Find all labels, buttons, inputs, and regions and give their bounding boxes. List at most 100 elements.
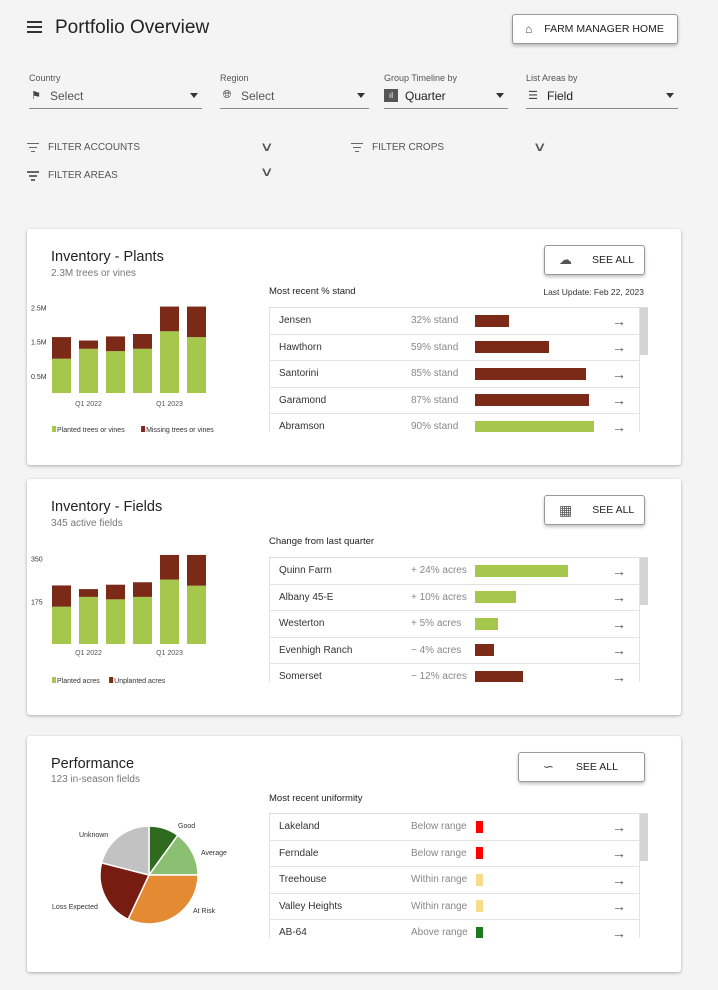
bar-chart-icon: ıl — [384, 89, 398, 102]
list-row[interactable]: Garamond 87% stand → — [269, 387, 640, 414]
arrow-right-icon[interactable]: → — [612, 871, 626, 888]
scrollbar[interactable] — [640, 308, 648, 355]
filter-accounts[interactable]: FILTER ACCOUNTS ∨ — [27, 139, 275, 155]
list-row[interactable]: Valley Heights Within range → — [269, 893, 640, 920]
pie-label: At Risk — [193, 908, 216, 915]
bar-missing — [160, 306, 179, 332]
bar-planted — [79, 596, 98, 644]
list-row[interactable]: Ferndale Below range → — [269, 840, 640, 867]
see-all-label: SEE ALL — [575, 761, 618, 773]
bar-missing — [187, 554, 206, 586]
value-bar — [475, 420, 594, 432]
region-value: Select — [241, 88, 275, 103]
arrow-right-icon[interactable]: → — [612, 898, 626, 915]
region-select[interactable]: Region 🌐︎ Select — [220, 73, 369, 109]
arrow-right-icon[interactable]: → — [612, 845, 626, 862]
value-bar — [475, 644, 494, 657]
row-name: Jensen — [279, 315, 312, 327]
scrollbar[interactable] — [640, 814, 648, 861]
legend-swatch — [141, 426, 146, 432]
arrow-right-icon[interactable]: → — [612, 365, 626, 382]
arrow-right-icon[interactable]: → — [612, 392, 626, 409]
chevron-down-icon[interactable]: ∨ — [260, 163, 275, 179]
chevron-down-icon[interactable]: ∨ — [533, 139, 548, 154]
list-row[interactable]: Lakeland Below range → — [269, 814, 640, 841]
chevron-down-icon[interactable]: ∨ — [260, 139, 275, 154]
list-row[interactable]: AB-64 Above range → — [269, 920, 640, 938]
row-value: 90% stand — [411, 421, 459, 432]
row-name: Valley Heights — [279, 900, 343, 912]
row-value: − 12% acres — [411, 671, 467, 682]
card-title: Inventory - Fields — [51, 499, 163, 515]
status-swatch — [476, 900, 483, 913]
see-all-fields-button[interactable]: ▦ SEE ALL — [544, 495, 645, 525]
bar-missing — [106, 584, 125, 600]
list-row[interactable]: Evenhigh Ranch − 4% acres → — [269, 637, 640, 664]
card-title: Inventory - Plants — [51, 249, 164, 265]
country-label: Country — [29, 73, 61, 83]
list-row[interactable]: Hawthorn 59% stand → — [269, 334, 640, 361]
arrow-right-icon[interactable]: → — [612, 312, 626, 329]
x-tick-label: Q1 2022 — [75, 650, 102, 657]
bar-missing — [106, 336, 125, 352]
list-row[interactable]: Santorini 85% stand → — [269, 361, 640, 388]
list-row[interactable]: Treehouse Within range → — [269, 867, 640, 894]
y-tick-label: 175 — [31, 599, 43, 606]
status-swatch — [476, 926, 483, 938]
see-all-performance-button[interactable]: ∽ SEE ALL — [518, 752, 645, 782]
value-bar — [475, 591, 516, 604]
bar-planted — [187, 337, 206, 393]
arrow-right-icon[interactable]: → — [612, 339, 626, 356]
list-areas-select[interactable]: List Areas by ☰ Field — [526, 73, 678, 109]
arrow-right-icon[interactable]: → — [612, 924, 626, 938]
menu-icon[interactable] — [27, 21, 42, 33]
x-tick-label: Q1 2023 — [156, 650, 183, 657]
arrow-right-icon[interactable]: → — [612, 818, 626, 835]
list-row[interactable]: Jensen 32% stand → — [269, 308, 640, 335]
row-value: + 24% acres — [411, 565, 467, 577]
bar-planted — [106, 599, 125, 644]
bar-planted — [133, 596, 152, 644]
bar-planted — [187, 585, 206, 644]
arrow-right-icon[interactable]: → — [612, 615, 626, 632]
arrow-right-icon[interactable]: → — [612, 642, 626, 659]
farm-manager-home-button[interactable]: ⌂ FARM MANAGER HOME — [512, 14, 678, 44]
value-bar — [475, 564, 568, 577]
legend-label: Planted trees or vines — [57, 427, 125, 434]
filter-areas[interactable]: FILTER AREAS ∨ — [27, 164, 274, 181]
list-row[interactable]: Westerton + 5% acres → — [269, 611, 640, 638]
value-bar — [475, 617, 498, 630]
list-row[interactable]: Somerset − 12% acres → — [269, 664, 640, 682]
inventory-fields-card: Inventory - Fields 345 active fields ▦ SE… — [27, 479, 681, 715]
row-value: 32% stand — [411, 315, 459, 327]
bar-missing — [79, 589, 98, 597]
caret-down-icon — [496, 93, 504, 98]
row-value: Below range — [411, 821, 467, 833]
list-row[interactable]: Abramson 90% stand → — [269, 414, 640, 432]
line-chart-icon: ∽ — [543, 759, 554, 774]
bar-planted — [79, 348, 98, 393]
country-select[interactable]: Country ⚑ Select — [29, 73, 202, 109]
row-value: Within range — [411, 900, 468, 912]
arrow-right-icon[interactable]: → — [612, 418, 626, 432]
status-swatch — [476, 847, 483, 860]
scrollbar[interactable] — [640, 558, 648, 605]
arrow-right-icon[interactable]: → — [612, 589, 626, 606]
row-value: 59% stand — [411, 341, 459, 353]
status-swatch — [476, 820, 483, 833]
filter-crops[interactable]: FILTER CROPS ∨ — [351, 139, 548, 155]
row-value: 85% stand — [411, 368, 459, 380]
pie-label: Loss Expected — [52, 904, 98, 911]
list-row[interactable]: Quinn Farm + 24% acres → — [269, 558, 640, 585]
card-subtitle: 345 active fields — [51, 518, 123, 529]
group-timeline-select[interactable]: Group Timeline by ıl Quarter — [384, 73, 508, 109]
bar-missing — [133, 334, 152, 349]
arrow-right-icon[interactable]: → — [612, 668, 626, 682]
see-all-plants-button[interactable]: ☁ SEE ALL — [544, 245, 645, 275]
list-row[interactable]: Albany 45-E + 10% acres → — [269, 584, 640, 611]
row-value: Above range — [411, 927, 468, 938]
row-name: Somerset — [279, 671, 322, 682]
farm-manager-home-label: FARM MANAGER HOME — [544, 23, 664, 35]
row-name: Lakeland — [279, 821, 320, 833]
arrow-right-icon[interactable]: → — [612, 562, 626, 579]
